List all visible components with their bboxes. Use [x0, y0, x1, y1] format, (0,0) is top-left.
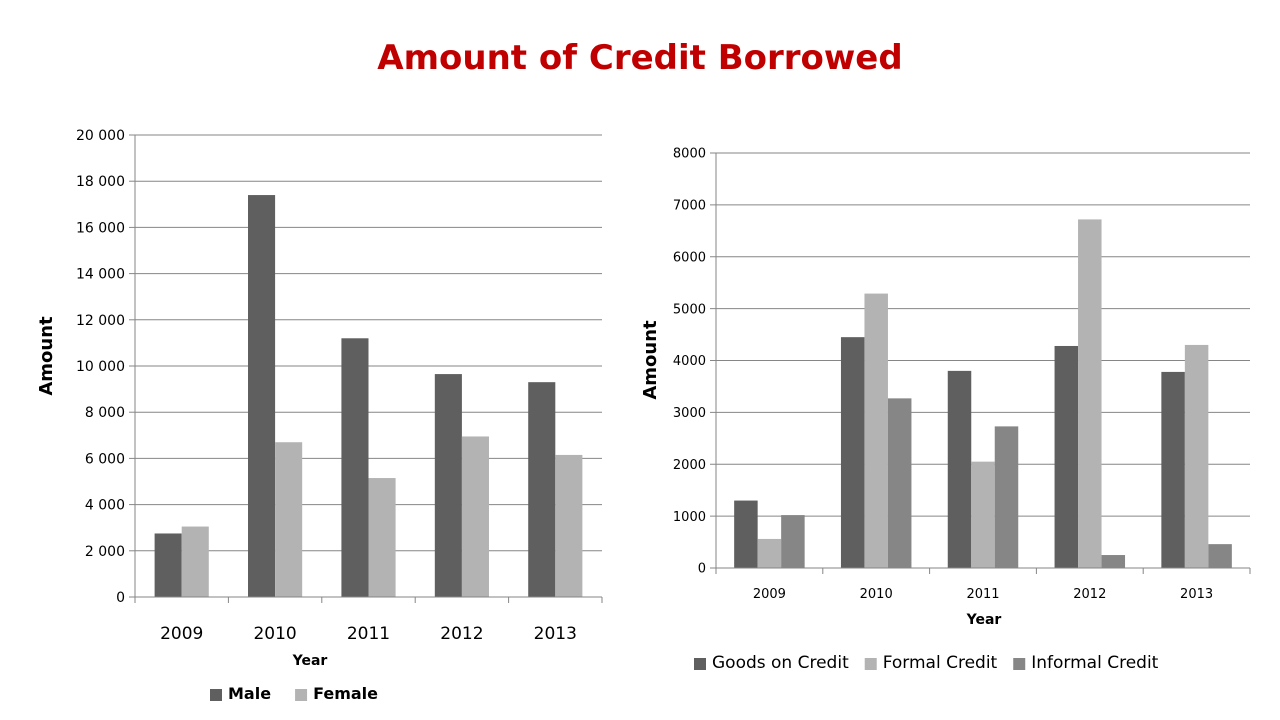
y-tick-label: 7000: [673, 199, 706, 214]
x-tick-label: 2010: [860, 587, 893, 602]
legend-label-goods-on-credit: Goods on Credit: [712, 653, 849, 673]
y-tick-label: 4000: [673, 354, 706, 369]
y-tick-label: 0: [698, 562, 706, 577]
bar-formal-credit-2010: [864, 293, 888, 568]
x-tick-label: 2011: [966, 587, 999, 602]
x-axis-title: Year: [966, 612, 1002, 628]
y-axis-title: Amount: [36, 316, 57, 396]
y-tick-label: 5000: [673, 302, 706, 317]
bar-goods-on-credit-2013: [1161, 371, 1185, 568]
bar-formal-credit-2012: [1078, 219, 1102, 568]
y-tick-label: 0: [116, 590, 125, 606]
y-tick-label: 8000: [673, 147, 706, 162]
y-tick-label: 4 000: [85, 498, 125, 514]
x-tick-label: 2013: [1180, 587, 1213, 602]
bar-informal-credit-2010: [887, 398, 912, 568]
y-tick-label: 6000: [673, 250, 706, 265]
y-tick-label: 20 000: [76, 128, 125, 144]
y-tick-label: 12 000: [76, 313, 125, 329]
bar-male-2011: [341, 338, 369, 597]
bar-formal-credit-2009: [757, 538, 782, 568]
bar-informal-credit-2013: [1208, 544, 1232, 568]
bar-formal-credit-2013: [1184, 344, 1209, 568]
x-tick-label: 2010: [253, 624, 296, 644]
legend-swatch-formal-credit: [864, 658, 877, 670]
bar-male-2009: [154, 533, 182, 597]
y-axis-title: Amount: [640, 320, 661, 400]
x-tick-label: 2009: [753, 587, 786, 602]
legend-label-formal-credit: Formal Credit: [883, 653, 998, 673]
page-title: Amount of Credit Borrowed: [377, 38, 903, 78]
legend-swatch-goods-on-credit: [694, 658, 706, 670]
y-tick-label: 16 000: [76, 220, 125, 236]
bar-formal-credit-2011: [971, 461, 995, 568]
bar-goods-on-credit-2010: [840, 337, 865, 568]
y-tick-label: 14 000: [76, 267, 125, 283]
bar-female-2013: [555, 454, 583, 597]
x-tick-label: 2011: [347, 624, 390, 644]
x-tick-label: 2012: [440, 624, 483, 644]
bar-goods-on-credit-2011: [947, 370, 972, 568]
y-tick-label: 3000: [673, 406, 706, 421]
bar-male-2010: [248, 195, 276, 597]
x-tick-label: 2012: [1073, 587, 1106, 602]
bar-male-2012: [434, 374, 462, 597]
y-tick-label: 8 000: [85, 405, 125, 421]
bar-female-2011: [368, 478, 396, 597]
bar-informal-credit-2011: [994, 426, 1019, 568]
x-tick-label: 2009: [160, 624, 203, 644]
y-tick-label: 10 000: [76, 359, 125, 375]
legend-label-informal-credit: Informal Credit: [1031, 653, 1158, 673]
y-tick-label: 6 000: [85, 451, 125, 467]
bar-informal-credit-2009: [781, 515, 805, 568]
bar-goods-on-credit-2012: [1054, 345, 1079, 568]
legend-swatch-male: [210, 689, 222, 701]
y-tick-label: 18 000: [76, 174, 125, 190]
x-axis-title: Year: [292, 653, 328, 669]
y-tick-label: 2 000: [85, 544, 125, 560]
legend-label-female: Female: [313, 684, 378, 703]
y-tick-label: 1000: [673, 510, 706, 525]
bar-male-2013: [528, 382, 556, 597]
x-tick-label: 2013: [534, 624, 577, 644]
legend-swatch-female: [295, 689, 308, 701]
bar-informal-credit-2012: [1101, 555, 1126, 568]
legend-swatch-informal-credit: [1013, 658, 1026, 670]
legend-label-male: Male: [228, 684, 271, 703]
bar-female-2012: [461, 436, 489, 597]
y-tick-label: 2000: [673, 458, 706, 473]
bar-goods-on-credit-2009: [734, 500, 758, 568]
bar-female-2010: [275, 442, 303, 597]
bar-female-2009: [181, 526, 209, 597]
